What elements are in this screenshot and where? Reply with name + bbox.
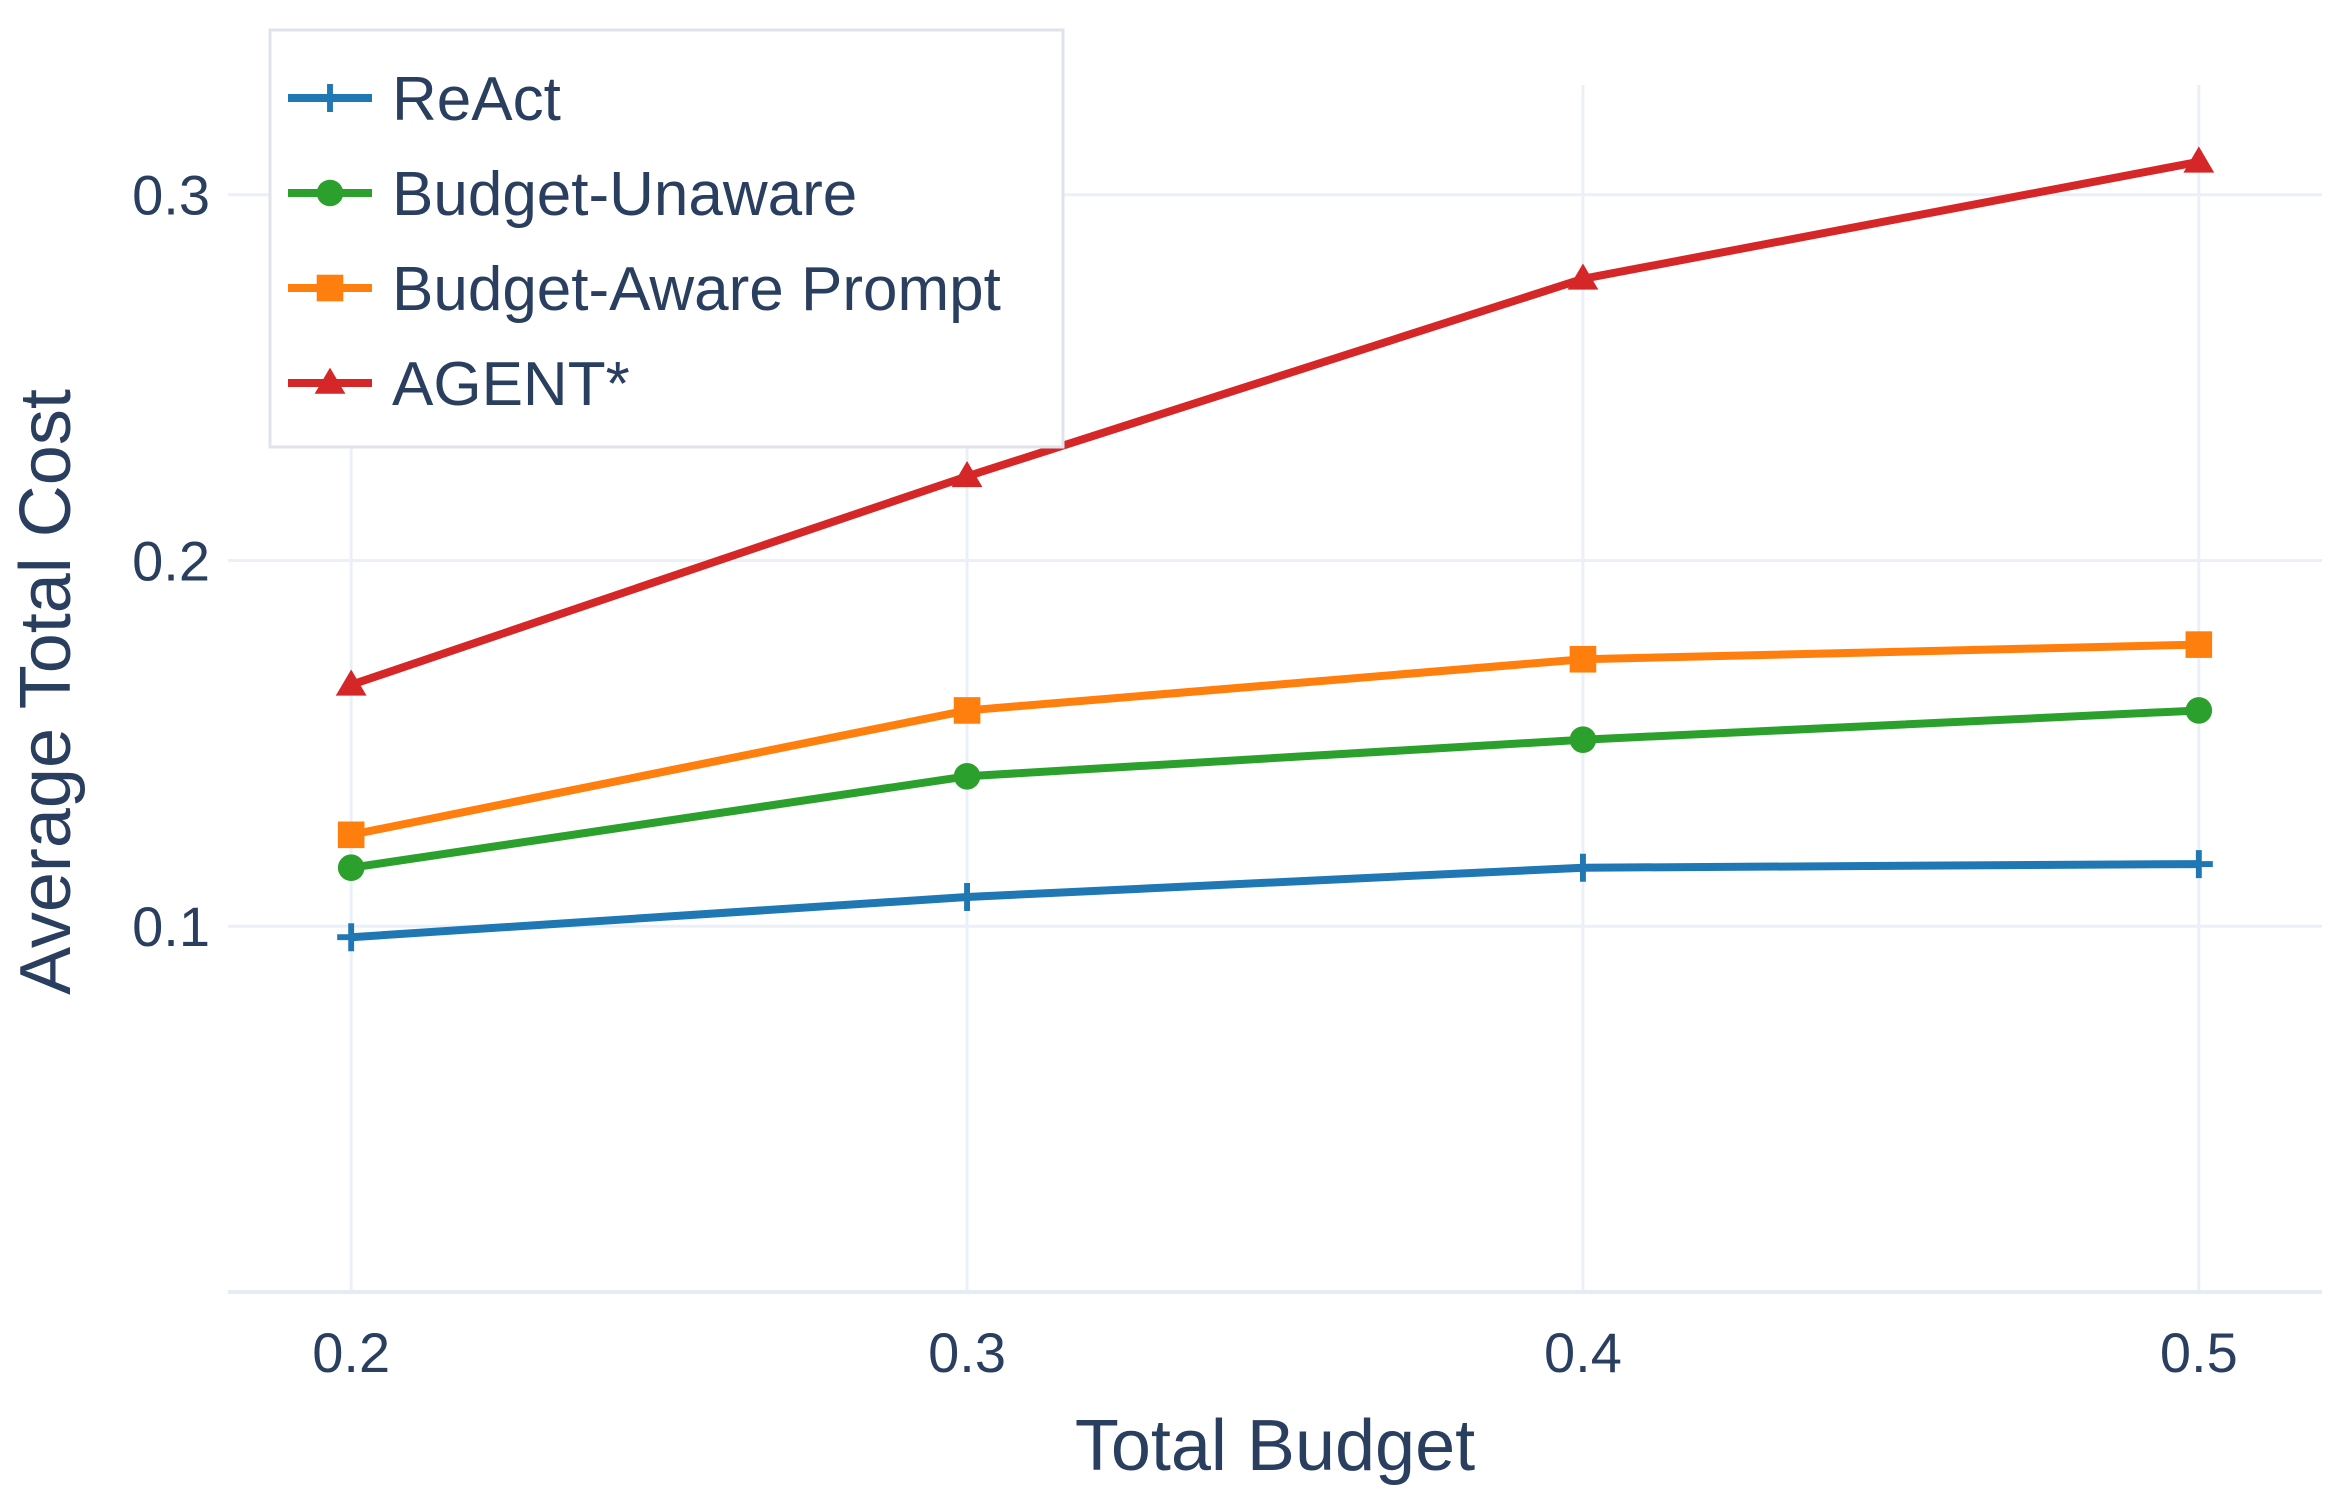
data-point xyxy=(1567,263,1599,290)
data-point xyxy=(2184,850,2213,879)
legend-item: Budget-Aware Prompt xyxy=(288,255,1001,324)
legend-item: ReAct xyxy=(288,65,561,134)
data-point xyxy=(1569,645,1597,673)
legend-swatch-marker xyxy=(316,274,344,302)
legend: ReAct Budget-Unaware Budget-Aware Prompt AG… xyxy=(268,28,1065,449)
series-line xyxy=(350,860,2199,942)
series-layer xyxy=(335,146,2215,952)
series-budget-unaware xyxy=(337,697,2213,882)
legend-box xyxy=(268,28,1065,449)
series-agent xyxy=(335,146,2215,696)
data-point xyxy=(2185,631,2213,658)
legend-label: Budget-Unaware xyxy=(392,160,857,229)
series-react xyxy=(337,850,2213,952)
data-point xyxy=(1568,853,1597,882)
axis-layer: 0.2 0.3 0.4 0.5 0.1 0.2 0.3 xyxy=(132,164,2322,1384)
legend-item: Budget-Unaware xyxy=(288,160,857,229)
data-point xyxy=(337,854,365,882)
series-line xyxy=(350,640,2199,839)
legend-swatch-marker xyxy=(316,179,344,207)
y-tick-label: 0.1 xyxy=(132,895,210,958)
legend-swatch-marker xyxy=(316,84,344,112)
data-point xyxy=(1569,726,1597,754)
data-point xyxy=(951,460,983,488)
x-tick-label: 0.4 xyxy=(1544,1321,1622,1384)
legend-label: Budget-Aware Prompt xyxy=(392,255,1001,324)
data-point xyxy=(953,697,981,724)
data-point xyxy=(2183,146,2215,173)
series-line xyxy=(349,157,2200,689)
data-point xyxy=(953,762,981,790)
data-point xyxy=(953,882,982,911)
y-axis-title: Average Total Cost xyxy=(6,389,86,995)
y-tick-label: 0.2 xyxy=(132,529,210,592)
x-tick-label: 0.3 xyxy=(928,1321,1006,1384)
legend-swatch-marker xyxy=(314,367,346,394)
legend-label: AGENT* xyxy=(392,350,630,419)
x-tick-label: 0.5 xyxy=(2160,1321,2238,1384)
data-point xyxy=(335,669,367,696)
x-axis-title: Total Budget xyxy=(1075,1406,1475,1486)
x-tick-label: 0.2 xyxy=(312,1321,390,1384)
series-line xyxy=(350,706,2200,872)
data-point xyxy=(337,821,365,849)
legend-item: AGENT* xyxy=(288,350,630,419)
data-point xyxy=(2185,697,2213,724)
y-tick-label: 0.3 xyxy=(132,164,210,227)
series-budget-aware-prompt xyxy=(337,631,2213,849)
legend-label: ReAct xyxy=(392,65,561,134)
data-point xyxy=(337,923,366,952)
